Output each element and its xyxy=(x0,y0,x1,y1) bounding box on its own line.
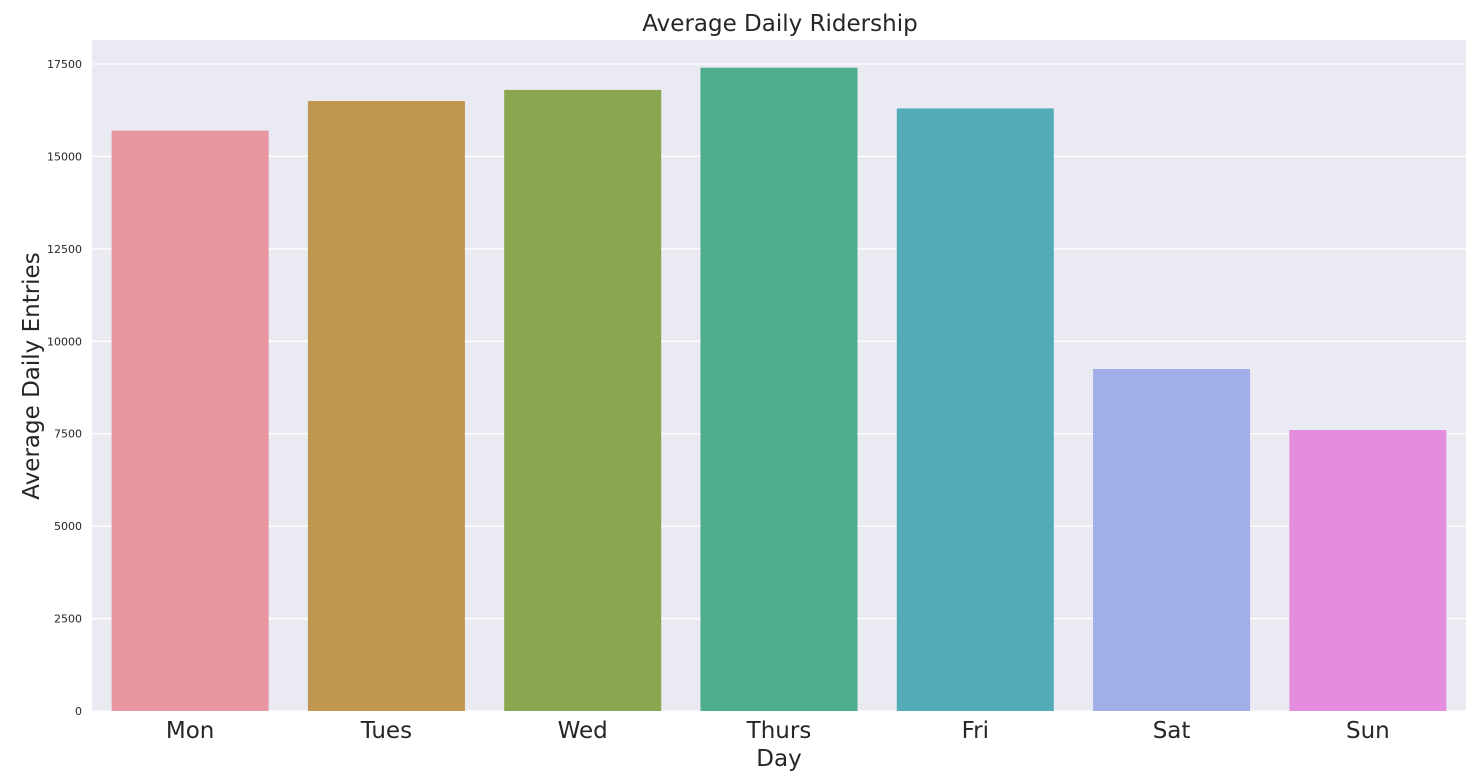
y-tick-label: 10000 xyxy=(47,335,82,348)
x-axis-label: Day xyxy=(756,746,801,772)
y-tick-label: 0 xyxy=(75,705,82,718)
bar-sun xyxy=(1289,430,1447,711)
bars xyxy=(111,67,1447,712)
y-tick-label: 12500 xyxy=(47,243,82,256)
y-tick-label: 7500 xyxy=(54,428,82,441)
x-tick-label: Sat xyxy=(1153,718,1191,744)
bar-tues xyxy=(307,101,465,711)
x-tick-label: Tues xyxy=(360,718,412,744)
bar-wed xyxy=(504,89,662,712)
y-tick-label: 15000 xyxy=(47,150,82,163)
x-tick-label: Fri xyxy=(962,718,989,744)
y-tick-label: 17500 xyxy=(47,58,82,71)
x-tick-label: Thurs xyxy=(746,718,812,744)
y-tick-label: 2500 xyxy=(54,613,82,626)
y-tick-label: 5000 xyxy=(54,520,82,533)
x-tick-label: Wed xyxy=(558,718,608,744)
bar-sat xyxy=(1093,369,1251,711)
x-tick-label: Sun xyxy=(1346,718,1390,744)
bar-thurs xyxy=(700,67,858,711)
bar-fri xyxy=(896,108,1054,712)
y-axis-ticks: 0 2500 5000 7500 10000 12500 15000 17500 xyxy=(47,58,82,718)
chart-title: Average Daily Ridership xyxy=(642,11,917,37)
bar-mon xyxy=(111,130,269,712)
x-tick-label: Mon xyxy=(166,718,215,744)
x-axis-ticks: Mon Tues Wed Thurs Fri Sat Sun xyxy=(166,718,1390,744)
y-axis-label: Average Daily Entries xyxy=(19,252,45,499)
